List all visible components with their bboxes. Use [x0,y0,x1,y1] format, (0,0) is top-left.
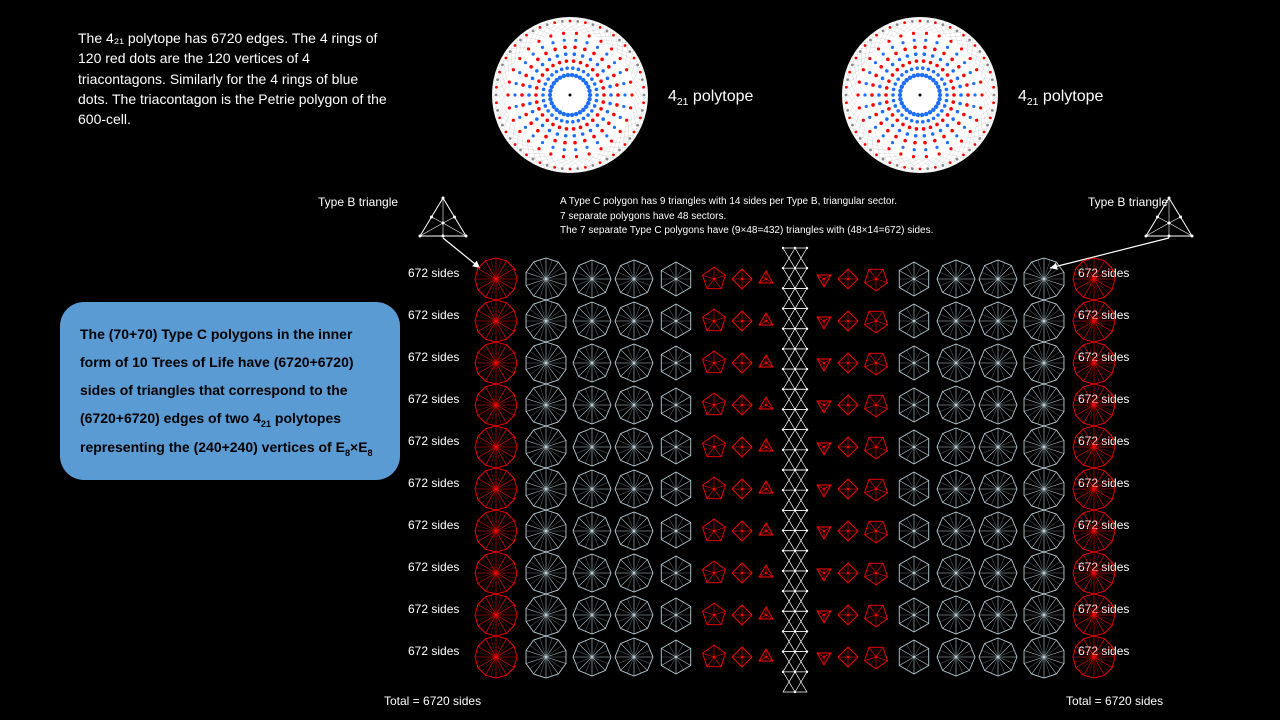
polygon-grid [0,0,1280,720]
